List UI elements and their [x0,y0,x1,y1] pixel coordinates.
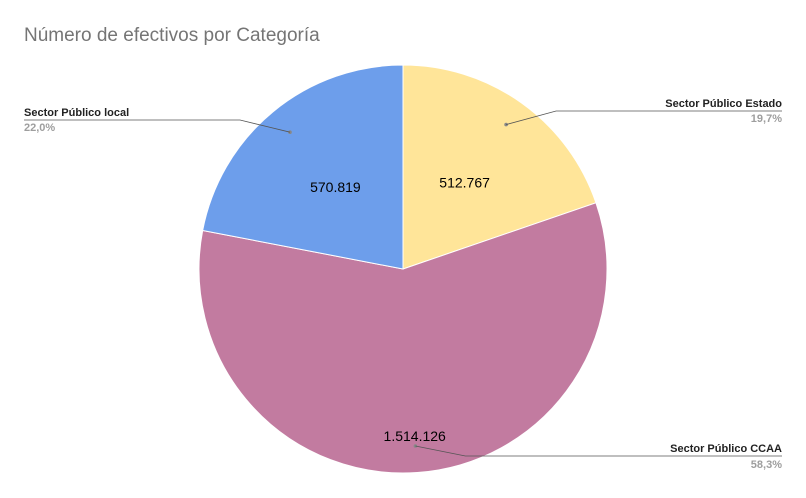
slice-percent-label: 19,7% [751,113,782,125]
slice-labels: 512.767 Sector Público Estado 19,7% 1.514.1… [24,98,782,471]
slice-value-label: 570.819 [310,179,361,195]
leader-line [505,110,782,125]
slice-name-label: Sector Público Estado [665,98,782,110]
pie-slice [202,64,404,270]
pie-slice [198,202,608,474]
pie-slice [402,64,597,270]
leader-line [24,119,291,133]
pie-slices [198,64,608,474]
slice-percent-label: 22,0% [24,122,55,134]
slice-value-label: 1.514.126 [384,428,446,444]
chart-title: Número de efectivos por Categoría [24,25,320,46]
slice-name-label: Sector Público local [24,107,129,119]
leader-lines [24,110,782,457]
slice-percent-label: 58,3% [751,459,782,471]
leader-line [415,445,782,457]
slice-value-label: 512.767 [439,175,490,191]
slice-name-label: Sector Público CCAA [670,443,782,455]
